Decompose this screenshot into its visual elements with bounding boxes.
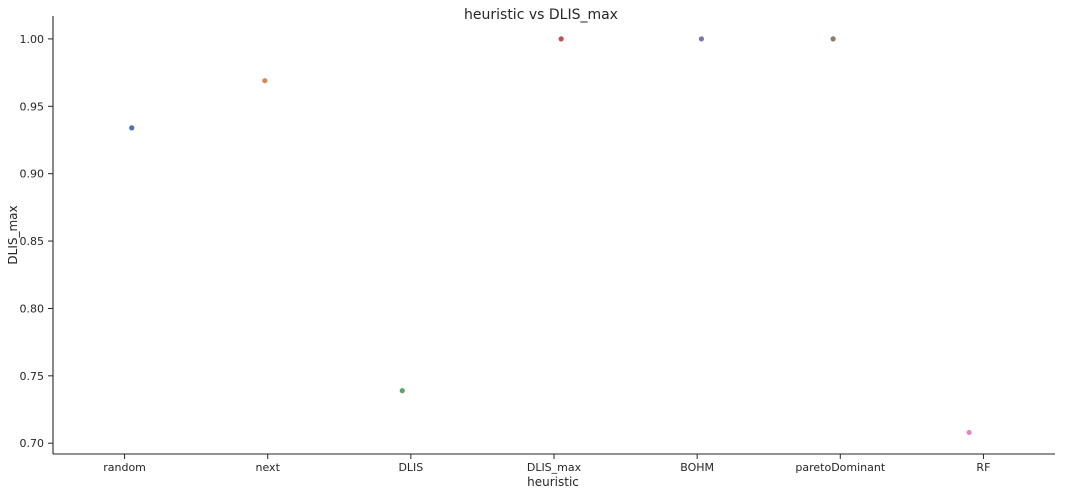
y-axis: 0.70 0.75 0.80 0.85 0.90 0.95 1.00 — [20, 33, 53, 450]
data-points — [129, 36, 972, 436]
x-tick-label: BOHM — [680, 461, 714, 474]
x-tick-label: DLIS_max — [527, 461, 582, 474]
x-tick-label: RF — [976, 461, 990, 474]
data-point — [399, 388, 405, 394]
data-point — [262, 78, 268, 84]
x-tick-label: DLIS — [398, 461, 423, 474]
y-tick-label: 1.00 — [20, 33, 45, 46]
x-axis: random next DLIS DLIS_max BOHM paretoDominant… — [103, 454, 990, 474]
y-tick-label: 0.75 — [20, 370, 45, 383]
data-point — [698, 36, 705, 42]
chart-title: heuristic vs DLIS_max — [464, 7, 618, 23]
y-tick-label: 0.85 — [20, 235, 45, 248]
y-tick-label: 0.90 — [20, 168, 45, 181]
y-axis-label: DLIS_max — [6, 205, 20, 264]
data-point — [129, 125, 135, 131]
x-axis-label: heuristic — [527, 475, 579, 489]
x-tick-label: paretoDominant — [795, 461, 885, 474]
x-tick-label: next — [256, 461, 281, 474]
data-point — [966, 429, 972, 436]
x-tick-label: random — [103, 461, 146, 474]
y-tick-label: 0.70 — [20, 437, 45, 450]
data-point — [558, 36, 564, 42]
y-tick-label: 0.95 — [20, 100, 45, 113]
data-point — [830, 36, 836, 42]
y-tick-label: 0.80 — [20, 302, 45, 315]
